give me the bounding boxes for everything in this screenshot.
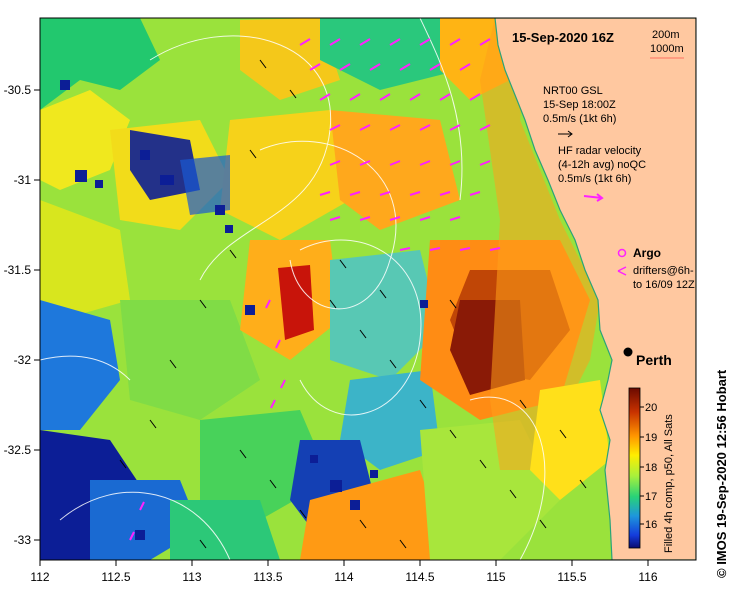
wind-legend-line2: 15-Sep 18:00Z [543, 99, 616, 111]
lon-tick-label: 113.5 [253, 570, 282, 584]
sst-field [40, 18, 610, 560]
lon-ticks [39, 560, 649, 566]
colorbar: 20 19 18 17 16 Filled 4h comp, p50, All … [628, 387, 675, 553]
hf-radar-arrows [129, 38, 501, 541]
sst-noise [60, 80, 428, 540]
bathymetry-contours [40, 18, 546, 560]
hf-legend-line1: HF radar velocity [558, 145, 642, 157]
map-timestamp: 15-Sep-2020 16Z [512, 30, 614, 45]
hf-legend-line2: (4-12h avg) noQC [558, 159, 646, 171]
colorbar-tick-label: 16 [645, 519, 657, 531]
wind-legend-line1: NRT00 GSL [543, 85, 603, 97]
hf-legend-arrow [583, 193, 604, 202]
wind-legend-arrow [558, 130, 573, 138]
drifters-line1: drifters@6h- [633, 265, 694, 277]
perth-marker-icon [623, 347, 633, 357]
lon-tick-label: 114.5 [405, 570, 434, 584]
lon-tick-label: 114 [334, 570, 353, 584]
scale-label-200m: 200m [652, 29, 680, 41]
lon-tick-label: 112 [30, 570, 49, 584]
drifter-icon [617, 266, 627, 276]
colorbar-fill [628, 387, 641, 549]
lat-tick-label: -32 [14, 353, 32, 367]
credit-text: © IMOS 19-Sep-2020 12:56 Hobart [714, 369, 729, 578]
colorbar-tick-label: 19 [645, 432, 657, 444]
lat-tick-label: -33 [14, 533, 32, 547]
argo-icon [617, 248, 627, 258]
colorbar-tick-label: 20 [645, 402, 657, 414]
wind-arrows [119, 59, 587, 549]
lon-tick-label: 112.5 [101, 570, 130, 584]
lat-tick-label: -30.5 [4, 83, 32, 97]
lat-tick-label: -31.5 [4, 263, 32, 277]
lat-tick-label: -31 [14, 173, 32, 187]
lon-tick-label: 113 [182, 570, 201, 584]
lat-tick-label: -32.5 [4, 443, 32, 457]
map-plot-area [40, 18, 696, 560]
land-mass [494, 18, 696, 560]
wind-legend-line3: 0.5m/s (1kt 6h) [543, 113, 616, 125]
lon-tick-label: 115 [486, 570, 505, 584]
drifters-line2: to 16/09 12Z [633, 279, 695, 291]
lon-tick-label: 115.5 [557, 570, 586, 584]
lat-ticks [34, 89, 40, 541]
colorbar-tick-label: 17 [645, 491, 657, 503]
perth-label: Perth [636, 352, 672, 368]
hf-legend-line3: 0.5m/s (1kt 6h) [558, 173, 631, 185]
scale-label-1000m: 1000m [650, 43, 684, 55]
argo-label: Argo [633, 246, 661, 260]
colorbar-title: Filled 4h comp, p50, All Sats [663, 414, 675, 553]
colorbar-tick-label: 18 [645, 462, 657, 474]
plot-frame [39, 17, 697, 561]
lon-tick-label: 116 [638, 570, 657, 584]
